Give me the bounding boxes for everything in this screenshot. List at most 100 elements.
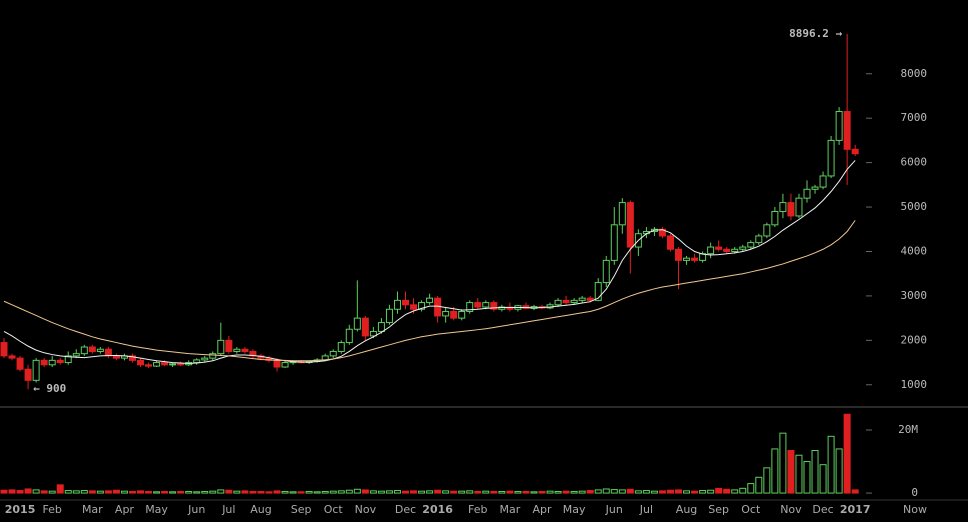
candle-body — [562, 299, 570, 304]
candle-body — [96, 348, 104, 352]
volume-bar — [458, 490, 466, 494]
x-tick-label: Jul — [221, 503, 235, 516]
candle-body — [763, 224, 771, 237]
volume-bar — [177, 490, 185, 494]
x-tick-label: May — [145, 503, 168, 516]
volume-bar — [112, 489, 120, 494]
volume-bar — [578, 490, 586, 494]
candle-body — [345, 328, 353, 344]
candle-body — [723, 248, 731, 252]
candle-body — [128, 355, 136, 361]
candle-body — [273, 359, 281, 368]
volume-bar — [835, 448, 843, 494]
candle-body — [570, 299, 578, 304]
candle-body — [353, 317, 361, 330]
volume-bar — [522, 490, 530, 494]
volume-bar — [658, 490, 666, 494]
x-tick-label: Feb — [468, 503, 487, 516]
candle-body — [739, 246, 747, 250]
x-tick-label: Aug — [676, 503, 697, 516]
y-tick-label: 5000 — [901, 200, 928, 213]
candle-body — [458, 310, 466, 319]
candle-body — [482, 302, 490, 308]
volume-bar — [666, 489, 674, 494]
candle-body — [402, 299, 409, 306]
volume-bar — [80, 490, 88, 494]
candle-body — [32, 359, 40, 381]
volume-bar — [225, 489, 233, 494]
candle-body — [779, 202, 787, 212]
candle-body — [48, 359, 56, 366]
candle-body — [0, 342, 8, 357]
volume-bar — [610, 489, 618, 494]
candle-body — [418, 302, 426, 310]
candle-body — [104, 348, 112, 357]
candle-body — [281, 362, 289, 368]
volume-bar — [602, 488, 610, 494]
candle-body — [490, 302, 498, 310]
volume-tick-label: 0 — [911, 486, 918, 499]
volume-bar — [169, 491, 177, 494]
candle-body — [241, 348, 249, 352]
low-annotation: ← 900 — [33, 382, 66, 395]
candle-body — [24, 368, 32, 381]
x-tick-label: May — [563, 503, 586, 516]
candle-body — [80, 346, 88, 355]
y-tick-label: 8000 — [901, 67, 928, 80]
x-tick-label: Apr — [115, 503, 135, 516]
volume-bar — [385, 490, 393, 494]
x-tick-label: Mar — [500, 503, 521, 516]
volume-bar — [48, 490, 56, 494]
candle-body — [56, 359, 64, 364]
volume-bar — [361, 489, 369, 494]
volume-bar — [642, 490, 650, 494]
candle-body — [731, 248, 739, 252]
candle-body — [201, 357, 209, 361]
candle-body — [112, 355, 120, 359]
x-tick-label: Jun — [605, 503, 623, 516]
volume-bar — [64, 490, 72, 494]
volume-bar — [634, 490, 642, 494]
volume-bar — [851, 489, 859, 494]
x-tick-label: 2017 — [840, 503, 871, 516]
candle-body — [442, 310, 450, 317]
candle-body — [610, 224, 618, 261]
volume-bar — [201, 490, 209, 494]
candle-body — [827, 139, 835, 177]
volume-bar — [209, 490, 217, 494]
x-end-label: Now — [903, 503, 927, 516]
candle-body — [393, 299, 401, 310]
volume-bar — [265, 491, 273, 494]
volume-bar — [747, 483, 755, 494]
x-tick-label: Dec — [395, 503, 416, 516]
volume-bar — [377, 490, 385, 494]
volume-bar — [353, 488, 361, 494]
volume-bar — [650, 490, 658, 494]
volume-bar — [506, 490, 514, 494]
volume-bar — [281, 490, 289, 494]
x-tick-label: Nov — [780, 503, 802, 516]
volume-bar — [626, 488, 634, 494]
candle-body — [795, 197, 803, 217]
candle-body — [618, 202, 626, 226]
volume-bar — [570, 490, 578, 494]
volume-bar — [24, 488, 32, 494]
volume-bar — [779, 432, 787, 494]
volume-bar — [32, 489, 40, 494]
candle-body — [450, 310, 458, 319]
y-tick-label: 2000 — [901, 333, 928, 346]
volume-bar — [771, 448, 779, 494]
volume-bar — [217, 489, 225, 494]
volume-bar — [337, 490, 345, 494]
x-tick-label: Aug — [250, 503, 271, 516]
candle-body — [410, 304, 418, 310]
candle-body — [337, 342, 345, 352]
x-tick-label: Feb — [42, 503, 61, 516]
moving-average-line — [3, 160, 856, 364]
volume-bar — [297, 491, 305, 494]
candle-body — [72, 353, 80, 357]
volume-bar — [161, 490, 169, 494]
volume-bar — [498, 490, 506, 494]
